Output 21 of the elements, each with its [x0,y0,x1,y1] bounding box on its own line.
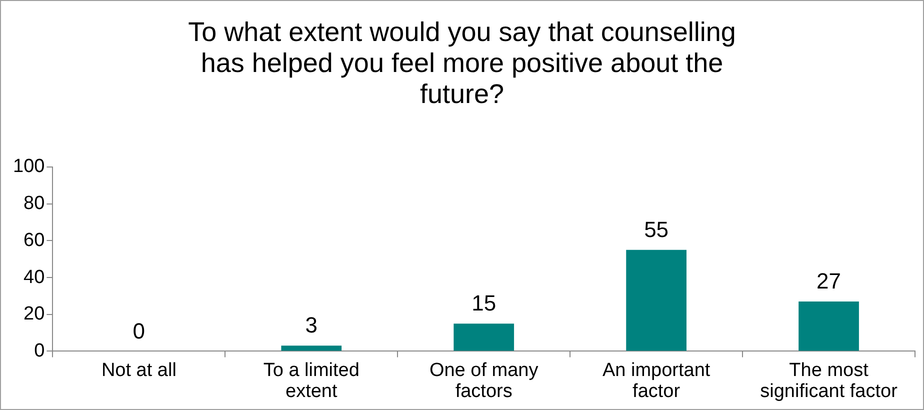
x-tick-label: An important factor [602,360,711,402]
y-tick-label: 80 [24,193,45,214]
y-tick-label: 20 [24,304,45,325]
data-label: 27 [816,268,842,294]
bar [454,324,514,351]
y-tick-label: 60 [24,230,45,251]
data-label: 0 [132,318,146,344]
bar [281,346,342,351]
y-tick-label: 0 [34,340,45,362]
chart-title: To what extent would you say that counselling has helped you feel more positive about the future? [187,17,737,110]
y-tick-label: 40 [24,266,45,288]
x-tick-label: Not at all [101,360,176,381]
x-tick-label: One of many factors [429,360,539,402]
bar [798,301,859,351]
data-label: 55 [644,216,669,242]
y-tick-label: 100 [13,156,45,178]
data-label: 15 [472,290,496,316]
data-label: 3 [305,312,318,338]
bar [626,250,686,351]
x-tick-label: The most significant factor [760,360,898,402]
x-tick-label: To a limited extent [263,360,360,402]
